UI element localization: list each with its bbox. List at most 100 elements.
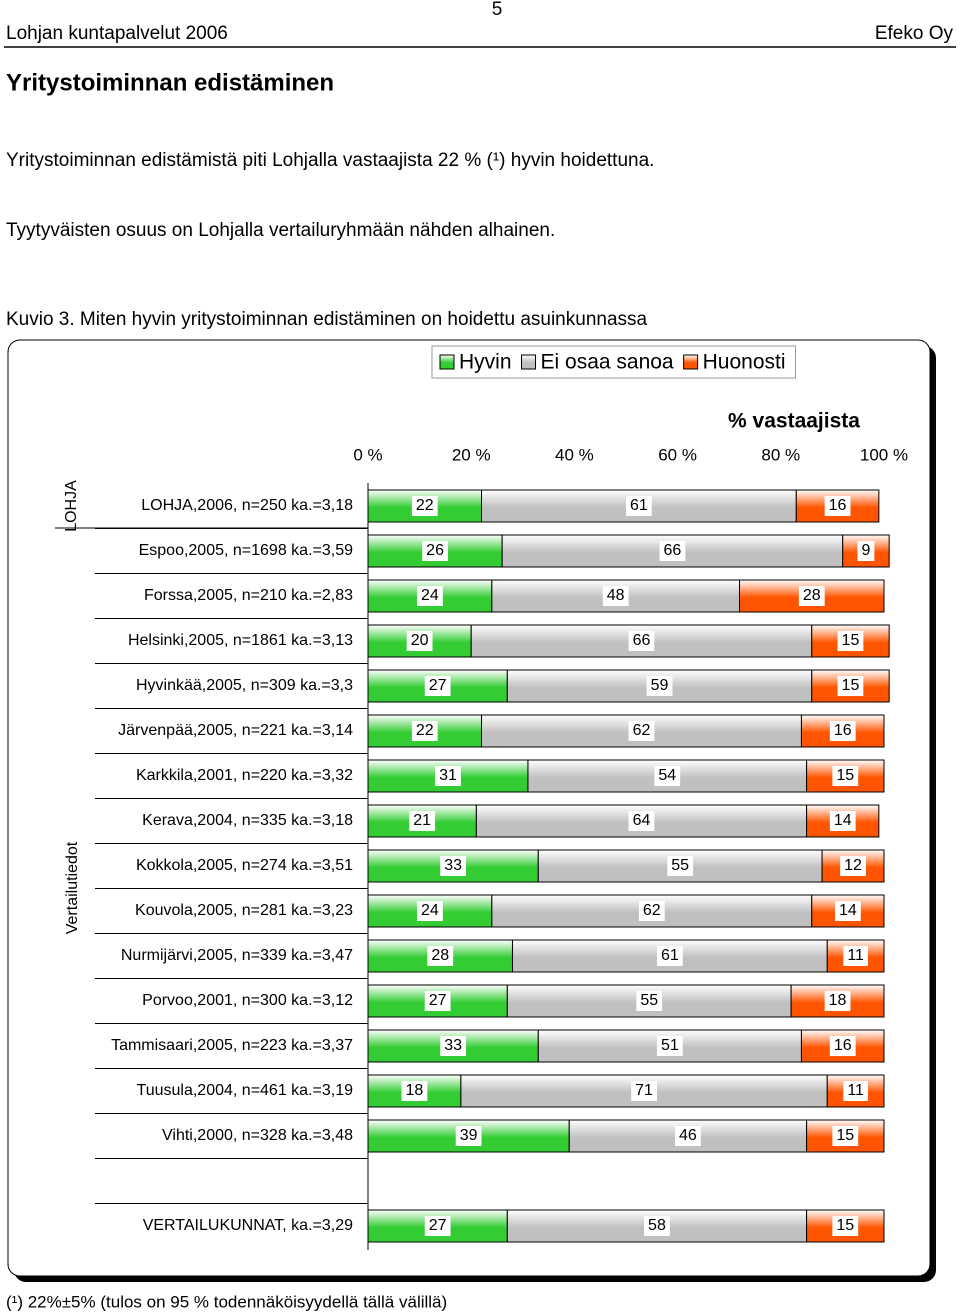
value-label-bg xyxy=(667,856,694,876)
legend-swatch xyxy=(683,354,699,370)
value-label: 51 xyxy=(661,1037,679,1054)
group-label: Vertailutiedot xyxy=(64,841,81,934)
value-label-bg xyxy=(832,1216,859,1236)
value-label: 11 xyxy=(847,947,864,964)
value-label: 22 xyxy=(416,497,434,514)
value-label-bg xyxy=(829,1036,856,1056)
value-label-bg xyxy=(840,856,866,876)
value-label: 55 xyxy=(671,857,689,874)
value-label-bg xyxy=(628,721,655,741)
value-label-bg xyxy=(832,1126,859,1146)
value-label: 15 xyxy=(842,632,860,649)
value-label-bg xyxy=(798,586,825,606)
value-label-bg xyxy=(829,811,856,831)
value-label: 26 xyxy=(426,542,444,559)
legend-swatch xyxy=(521,354,537,370)
value-label-bg xyxy=(424,1216,451,1236)
value-label: 9 xyxy=(861,542,870,559)
value-label: 46 xyxy=(679,1127,697,1144)
value-label-bg xyxy=(631,1081,657,1101)
x-tick-label: 60 % xyxy=(658,445,697,464)
value-label: 66 xyxy=(633,632,651,649)
value-label: 31 xyxy=(439,767,457,784)
value-label: 12 xyxy=(844,857,862,874)
category-label: VERTAILUKUNNAT, ka.=3,29 xyxy=(143,1217,353,1234)
header-left: Lohjan kuntapalvelut 2006 xyxy=(6,23,228,44)
value-label: 61 xyxy=(661,947,679,964)
x-tick-label: 0 % xyxy=(353,445,382,464)
x-tick-label: 40 % xyxy=(555,445,594,464)
value-label: 66 xyxy=(664,542,682,559)
value-label: 14 xyxy=(834,812,852,829)
value-label: 27 xyxy=(429,992,447,1009)
paragraph: Yritystoiminnan edistämistä piti Lohjall… xyxy=(6,150,654,171)
value-label: 55 xyxy=(640,992,658,1009)
value-label-bg xyxy=(401,1081,428,1101)
value-label: 27 xyxy=(429,677,447,694)
value-label-bg xyxy=(824,496,851,516)
page-number: 5 xyxy=(492,0,503,20)
category-label: Hyvinkää,2005, n=309 ka.=3,3 xyxy=(136,677,353,694)
value-label-bg xyxy=(455,1126,482,1146)
legend-label: Hyvin xyxy=(459,351,512,374)
value-label-bg xyxy=(424,991,451,1011)
header-right: Efeko Oy xyxy=(875,23,954,44)
value-label-bg xyxy=(427,946,454,966)
value-label-bg xyxy=(406,631,433,651)
value-label-bg xyxy=(636,991,663,1011)
value-label-bg xyxy=(411,496,438,516)
category-label: LOHJA,2006, n=250 ka.=3,18 xyxy=(141,497,353,514)
value-label: 11 xyxy=(847,1082,864,1099)
value-label: 15 xyxy=(836,1217,854,1234)
legend-box xyxy=(431,345,797,379)
value-label: 15 xyxy=(836,767,854,784)
value-label-bg xyxy=(834,901,861,921)
value-label: 24 xyxy=(421,587,439,604)
value-label: 61 xyxy=(630,497,648,514)
value-label-bg xyxy=(837,676,864,696)
value-label: 27 xyxy=(429,1217,447,1234)
value-label-bg xyxy=(829,721,856,741)
value-label-bg xyxy=(626,496,652,516)
value-label: 21 xyxy=(413,812,431,829)
category-label: Nurmijärvi,2005, n=339 ka.=3,47 xyxy=(121,947,353,964)
x-tick-label: 100 % xyxy=(860,445,908,464)
value-label: 18 xyxy=(406,1082,424,1099)
paragraph: Tyytyväisten osuus on Lohjalla vertailur… xyxy=(6,220,555,241)
value-label-bg xyxy=(602,586,629,606)
value-label: 48 xyxy=(607,587,625,604)
value-label-bg xyxy=(646,676,673,696)
value-label: 33 xyxy=(444,1037,462,1054)
value-label-bg xyxy=(417,586,443,606)
value-label: 16 xyxy=(834,1037,852,1054)
value-label-bg xyxy=(440,1036,467,1056)
legend: Hyvin Ei osaa sanoa Huonosti xyxy=(431,345,797,379)
category-label: Kouvola,2005, n=281 ka.=3,23 xyxy=(135,902,353,919)
value-label-bg xyxy=(656,1036,683,1056)
value-label: 28 xyxy=(431,947,449,964)
bar-segment xyxy=(821,849,885,883)
value-label: 39 xyxy=(460,1127,478,1144)
value-label: 16 xyxy=(829,497,847,514)
legend-swatch xyxy=(439,354,455,370)
value-label-bg xyxy=(675,1126,701,1146)
category-label: Porvoo,2001, n=300 ka.=3,12 xyxy=(142,992,353,1009)
value-label: 28 xyxy=(803,587,821,604)
value-label-bg xyxy=(435,766,461,786)
value-label-bg xyxy=(644,1216,670,1236)
legend-label: Ei osaa sanoa xyxy=(541,351,674,374)
footnote: (¹) 22%±5% (tulos on 95 % todennäköisyyd… xyxy=(6,1292,447,1311)
value-label-bg xyxy=(638,901,665,921)
value-label-bg xyxy=(424,676,451,696)
value-label: 15 xyxy=(836,1127,854,1144)
value-label-bg xyxy=(837,631,864,651)
bar-segment xyxy=(501,534,844,568)
value-label: 71 xyxy=(635,1082,653,1099)
category-label: Helsinki,2005, n=1861 ka.=3,13 xyxy=(128,632,353,649)
category-label: Forssa,2005, n=210 ka.=2,83 xyxy=(144,587,353,604)
value-label-bg xyxy=(843,946,868,966)
value-label: 18 xyxy=(829,992,847,1009)
legend-label: Huonosti xyxy=(703,351,786,374)
value-label-bg xyxy=(832,766,859,786)
